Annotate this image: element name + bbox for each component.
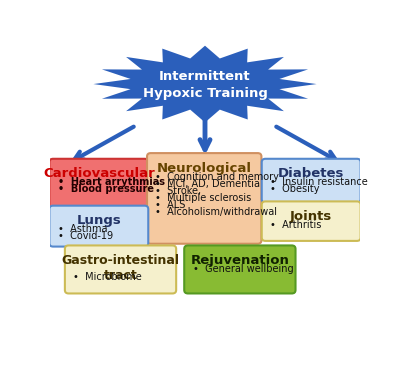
Text: •  ALS: • ALS (155, 200, 186, 210)
Text: •  Alcoholism/withdrawal: • Alcoholism/withdrawal (155, 207, 278, 217)
Text: •  Multiple sclerosis: • Multiple sclerosis (155, 193, 252, 203)
Text: Intermittent
Hypoxic Training: Intermittent Hypoxic Training (142, 70, 268, 100)
Text: Cardiovascular: Cardiovascular (43, 167, 155, 180)
Text: Diabetes: Diabetes (278, 167, 344, 180)
Text: •  Covid-19: • Covid-19 (58, 231, 113, 241)
Text: Rejuvenation: Rejuvenation (190, 254, 289, 267)
Text: Joints: Joints (290, 210, 332, 223)
FancyBboxPatch shape (49, 206, 148, 246)
FancyBboxPatch shape (49, 159, 148, 210)
Text: Lungs: Lungs (76, 214, 121, 227)
Text: •  Blood pressure: • Blood pressure (58, 184, 154, 194)
FancyBboxPatch shape (184, 245, 296, 293)
Text: •  Arthritis: • Arthritis (270, 220, 322, 230)
Text: •  MCI, AD, Dementia: • MCI, AD, Dementia (155, 179, 260, 189)
Text: •  General wellbeing: • General wellbeing (193, 264, 293, 274)
Text: •  Stroke,: • Stroke, (155, 186, 202, 196)
Polygon shape (94, 46, 317, 123)
FancyBboxPatch shape (147, 153, 262, 244)
Text: •  Insulin resistance: • Insulin resistance (270, 177, 368, 187)
Text: •  Heart arrythmias: • Heart arrythmias (58, 177, 165, 187)
Text: Gastro-intestinal
tract: Gastro-intestinal tract (62, 254, 180, 282)
Text: Neurological: Neurological (157, 162, 252, 175)
Text: •  Obesity: • Obesity (270, 184, 320, 194)
Text: •  Microbiome: • Microbiome (73, 272, 142, 282)
FancyBboxPatch shape (262, 201, 361, 241)
FancyBboxPatch shape (65, 245, 176, 293)
Text: •  Asthma: • Asthma (58, 224, 107, 234)
Text: •  Cognition and memory: • Cognition and memory (155, 172, 279, 182)
FancyBboxPatch shape (262, 159, 361, 203)
